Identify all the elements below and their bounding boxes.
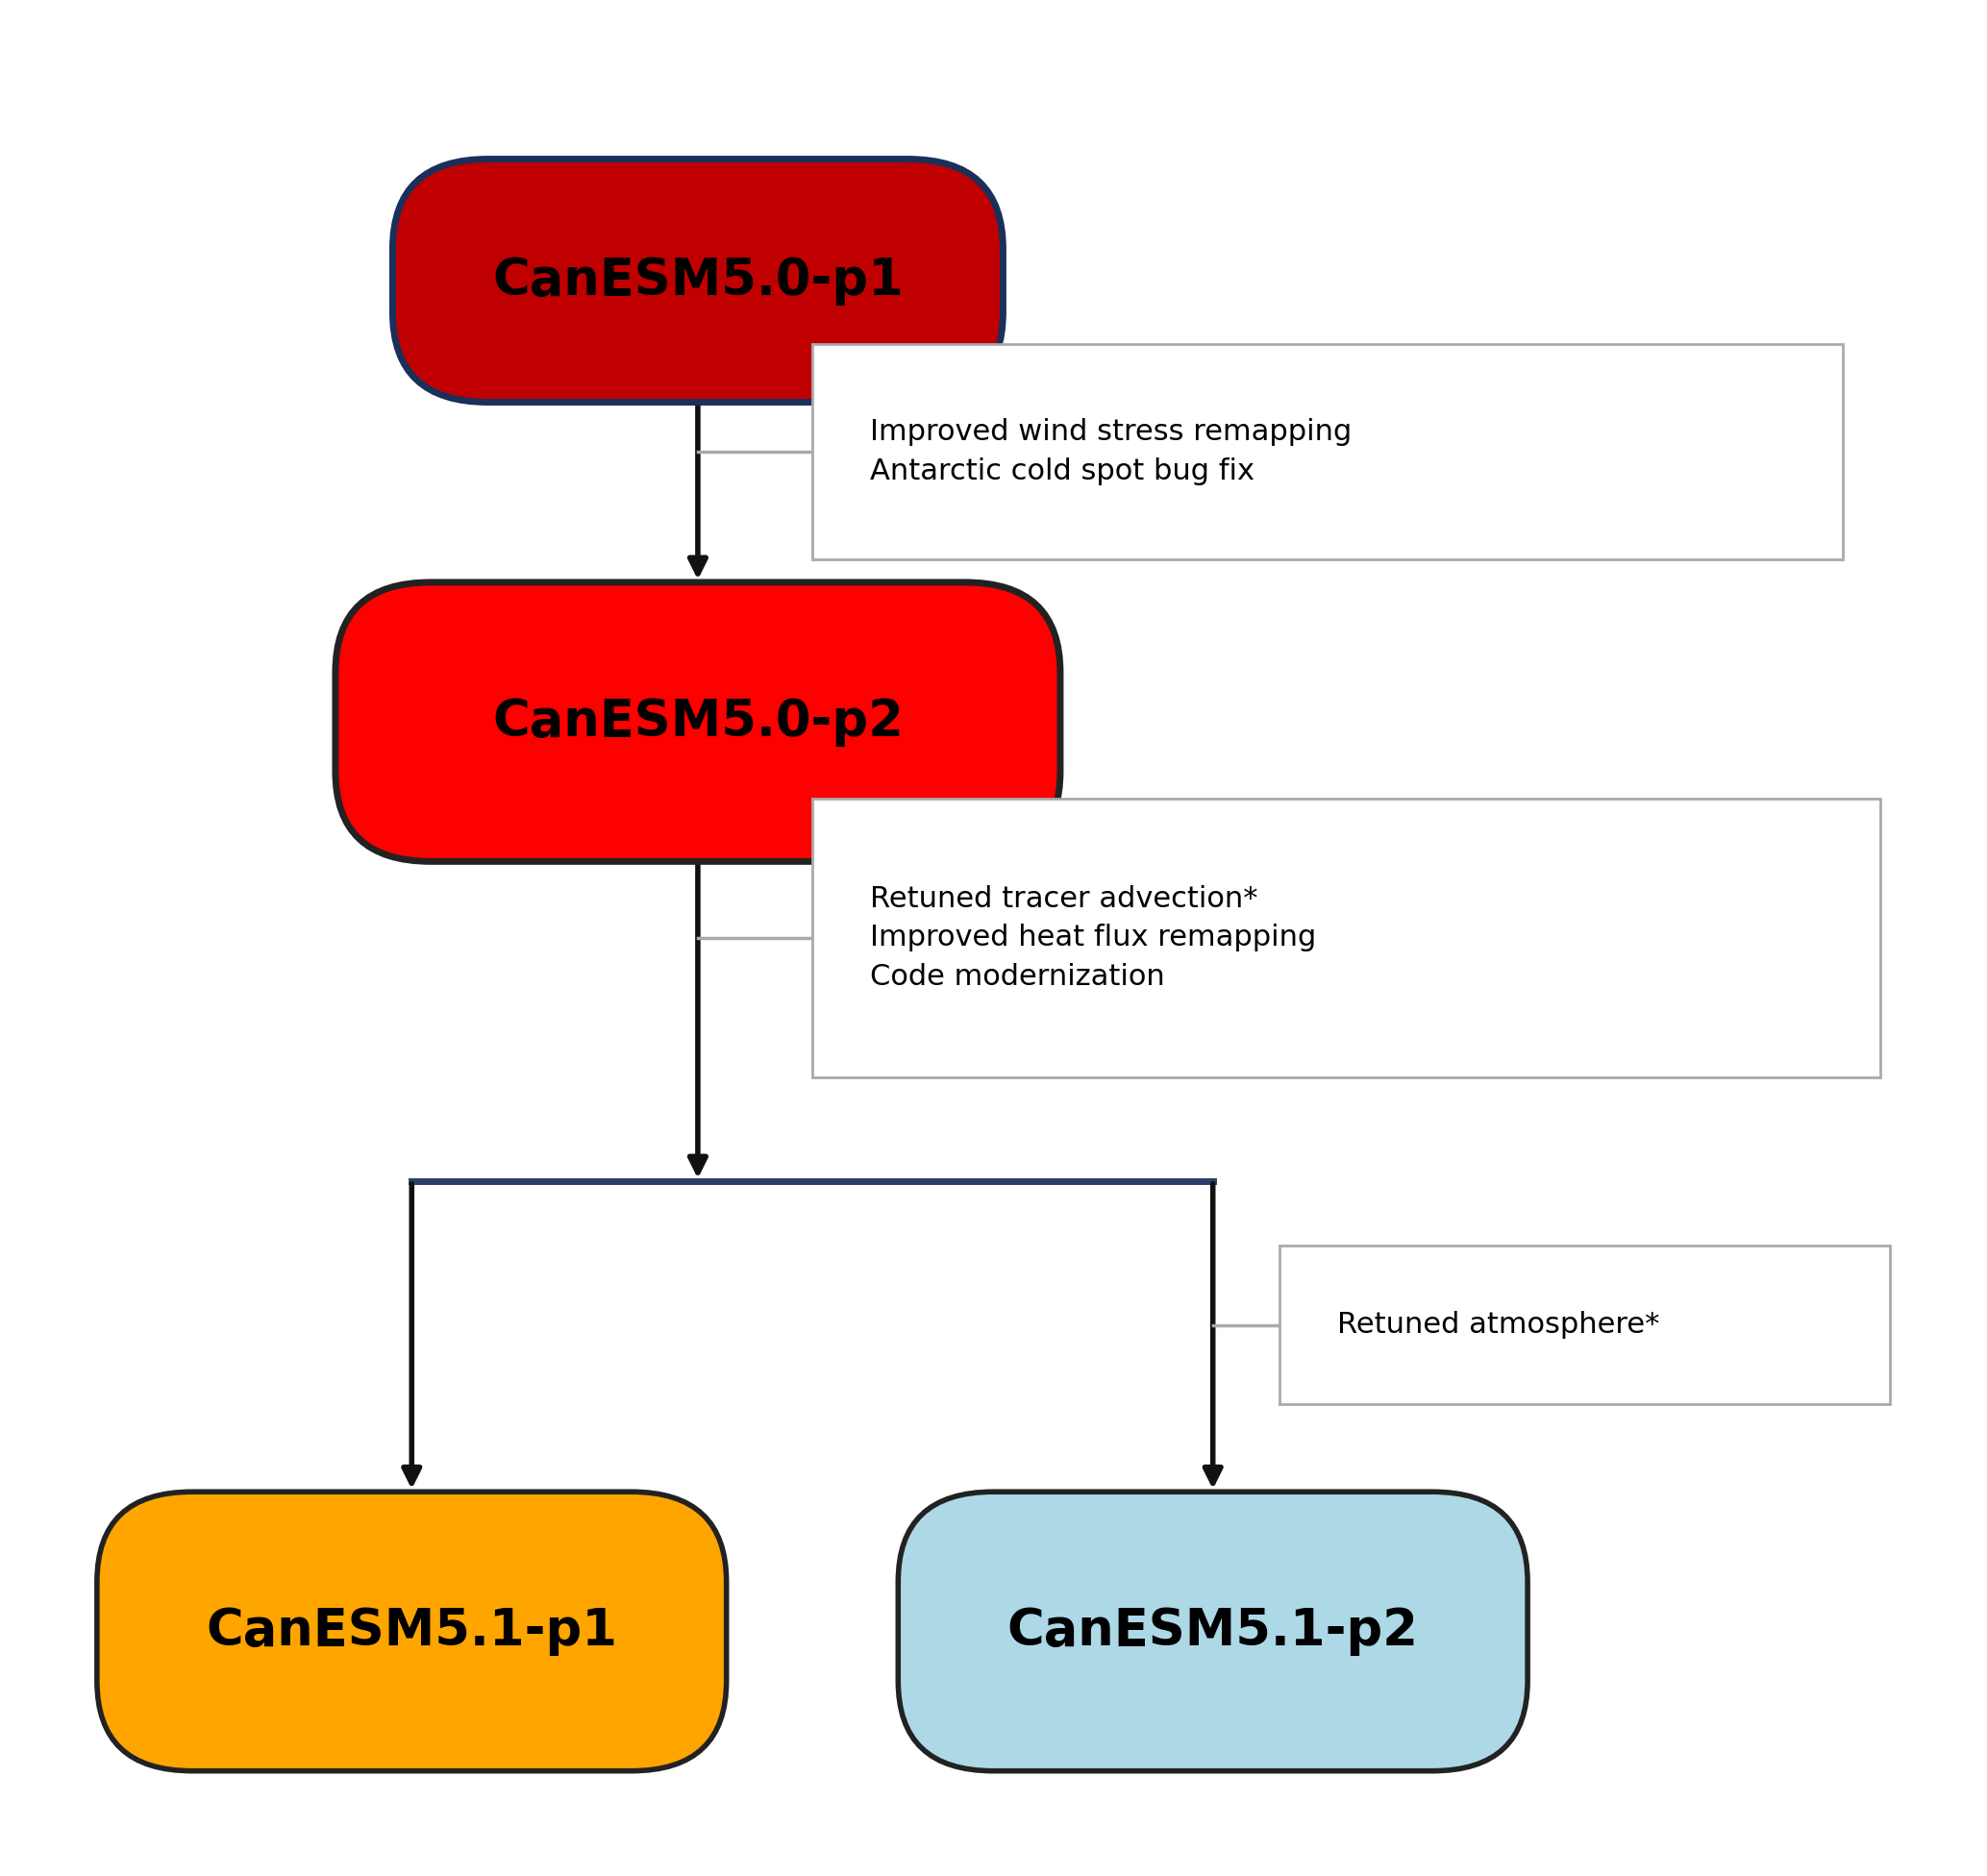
FancyBboxPatch shape bbox=[97, 1491, 727, 1771]
Text: CanESM5.0-p2: CanESM5.0-p2 bbox=[493, 696, 904, 747]
Text: Retuned tracer advection*
Improved heat flux remapping
Code modernization: Retuned tracer advection* Improved heat … bbox=[870, 885, 1315, 991]
Text: CanESM5.1-p1: CanESM5.1-p1 bbox=[207, 1606, 618, 1657]
Text: CanESM5.0-p1: CanESM5.0-p1 bbox=[493, 255, 904, 306]
Text: Improved wind stress remapping
Antarctic cold spot bug fix: Improved wind stress remapping Antarctic… bbox=[870, 418, 1351, 486]
Text: CanESM5.1-p2: CanESM5.1-p2 bbox=[1007, 1606, 1419, 1657]
FancyBboxPatch shape bbox=[813, 799, 1880, 1077]
FancyBboxPatch shape bbox=[813, 343, 1842, 559]
Text: Retuned atmosphere*: Retuned atmosphere* bbox=[1337, 1311, 1659, 1339]
FancyBboxPatch shape bbox=[1280, 1246, 1890, 1405]
FancyBboxPatch shape bbox=[393, 159, 1003, 401]
FancyBboxPatch shape bbox=[336, 582, 1061, 861]
FancyBboxPatch shape bbox=[898, 1491, 1528, 1771]
